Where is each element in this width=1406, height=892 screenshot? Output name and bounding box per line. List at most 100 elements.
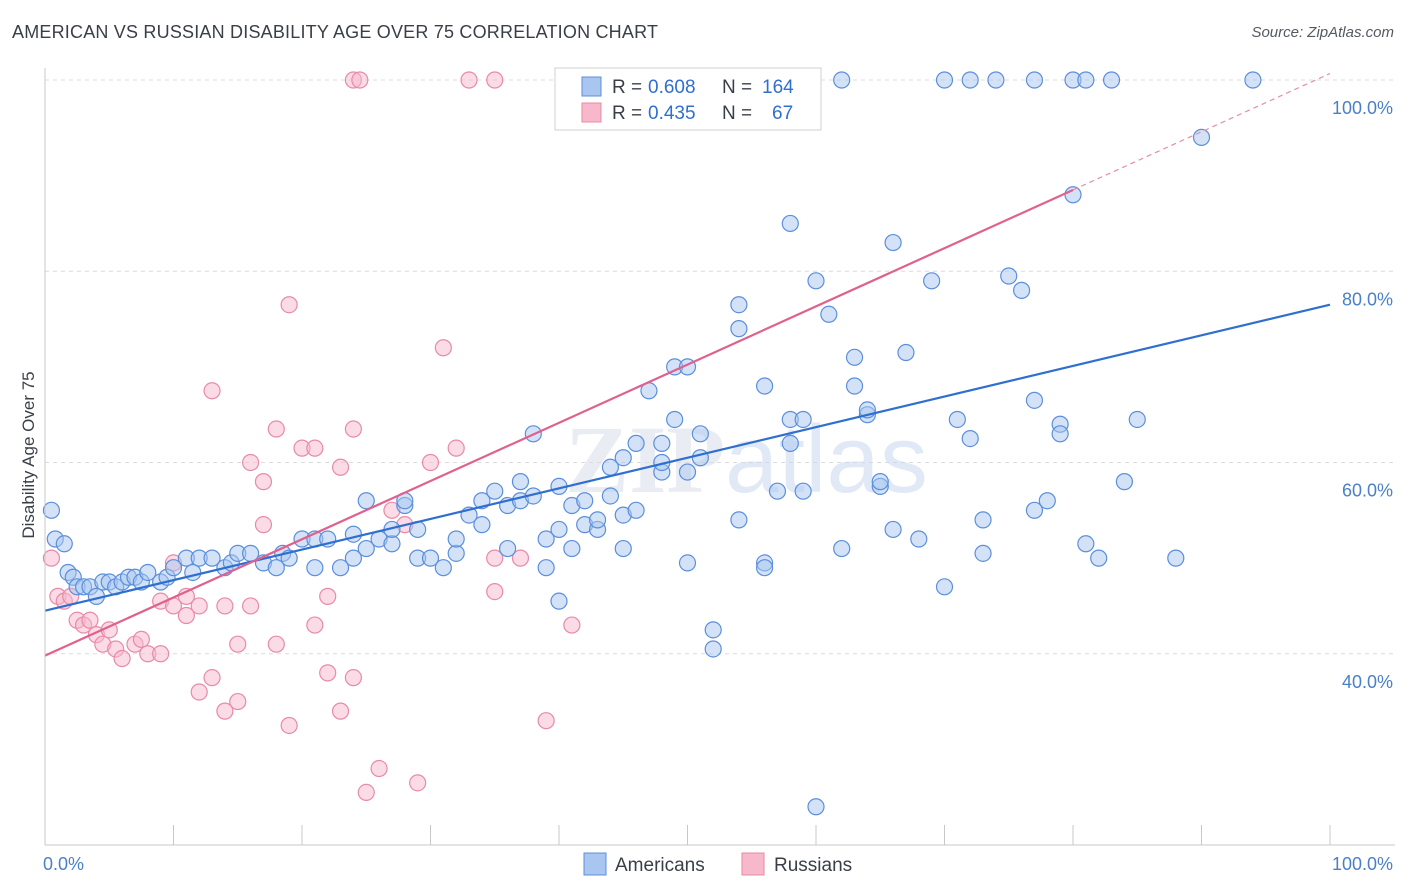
american-point: [331, 559, 350, 577]
russian-point: [190, 597, 208, 615]
american-point: [923, 272, 941, 290]
american-point: [768, 482, 787, 500]
russian-point: [229, 692, 247, 711]
russian-point: [267, 420, 285, 438]
legend-r-russians: 0.435: [648, 103, 696, 124]
chart-title: AMERICAN VS RUSSIAN DISABILITY AGE OVER …: [12, 22, 659, 42]
trend-lines: [44, 72, 1331, 657]
russian-point: [344, 669, 362, 687]
american-point: [833, 71, 851, 89]
american-point: [678, 554, 697, 572]
american-point: [1192, 128, 1211, 146]
american-point: [1025, 501, 1044, 519]
american-point: [704, 621, 722, 639]
american-point: [1115, 473, 1134, 491]
american-point: [447, 544, 465, 562]
russian-point: [254, 473, 273, 491]
russian-point: [351, 71, 369, 89]
american-point: [563, 539, 581, 558]
american-point: [961, 429, 979, 448]
american-point: [1102, 71, 1121, 89]
american-point: [164, 559, 183, 577]
american-point: [845, 348, 864, 366]
american-point: [833, 539, 851, 558]
russian-point: [203, 669, 221, 687]
bottom-legend: Americans Russians: [583, 852, 852, 876]
american-point: [203, 549, 221, 567]
american-point: [794, 482, 812, 500]
american-point: [473, 516, 491, 534]
american-point: [344, 549, 362, 567]
american-point: [447, 530, 465, 548]
russian-point: [280, 716, 298, 735]
russian-point: [357, 783, 375, 802]
american-point: [267, 559, 285, 577]
russian-point: [216, 702, 234, 720]
source-credit: Source: ZipAtlas.com: [1251, 24, 1394, 41]
top-legend: R = 0.608 N = 164 R = 0.435 N = 67: [554, 67, 822, 131]
russian-point: [42, 549, 61, 567]
american-point: [42, 501, 61, 519]
american-point: [781, 214, 799, 233]
bottom-legend-swatch-americans: [583, 852, 607, 876]
american-point: [434, 559, 452, 577]
russian-point: [486, 71, 504, 89]
american-point: [910, 530, 928, 548]
russian-point: [486, 549, 504, 567]
y-axis-title: Disability Age Over 75: [19, 371, 38, 538]
american-point: [794, 410, 812, 429]
russian-point: [421, 453, 440, 472]
american-point: [1038, 492, 1056, 510]
american-point: [139, 563, 157, 582]
russian-point: [370, 759, 388, 778]
russian-point: [113, 649, 131, 668]
russian-point: [563, 616, 581, 634]
american-point: [730, 511, 748, 529]
axes: 0.0% 100.0%: [43, 68, 1395, 874]
american-point: [1012, 281, 1031, 299]
american-point: [614, 449, 632, 467]
russian-point: [434, 339, 452, 357]
american-point: [935, 578, 954, 596]
american-point: [730, 320, 748, 338]
russian-point: [267, 635, 285, 653]
x-tick-label-min: 0.0%: [43, 854, 84, 874]
american-point: [576, 492, 594, 510]
american-point: [845, 377, 864, 395]
russian-trend-line: [44, 188, 1074, 657]
american-point: [730, 296, 748, 314]
american-point: [627, 434, 645, 452]
american-point: [781, 434, 799, 452]
american-point: [884, 520, 902, 539]
american-point: [357, 539, 375, 558]
russian-point: [177, 606, 195, 625]
x-tick-label-max: 100.0%: [1332, 854, 1393, 874]
american-point: [511, 473, 530, 491]
american-point: [807, 798, 825, 816]
american-point: [691, 449, 709, 467]
american-point: [1128, 410, 1146, 429]
legend-n-russians: 67: [772, 103, 793, 124]
legend-n-americans: 164: [762, 77, 794, 98]
american-point: [974, 511, 992, 529]
american-point: [1051, 425, 1069, 443]
american-point: [344, 525, 362, 543]
russian-point: [203, 382, 221, 400]
american-point: [678, 463, 697, 481]
american-point: [897, 343, 915, 362]
american-point: [550, 592, 568, 610]
russian-point: [132, 630, 150, 649]
american-point: [601, 487, 620, 505]
russian-point: [81, 611, 99, 629]
legend-swatch-americans: [581, 76, 602, 97]
american-point: [987, 71, 1005, 89]
bottom-legend-russians: Russians: [774, 855, 852, 876]
american-point: [184, 563, 202, 582]
american-point: [948, 410, 966, 429]
legend-r-americans: 0.608: [648, 77, 696, 98]
russian-point: [306, 616, 324, 634]
legend-r-label-americans: R =: [612, 77, 642, 98]
american-point: [961, 71, 979, 89]
russian-point: [190, 683, 208, 701]
american-point: [691, 425, 709, 443]
